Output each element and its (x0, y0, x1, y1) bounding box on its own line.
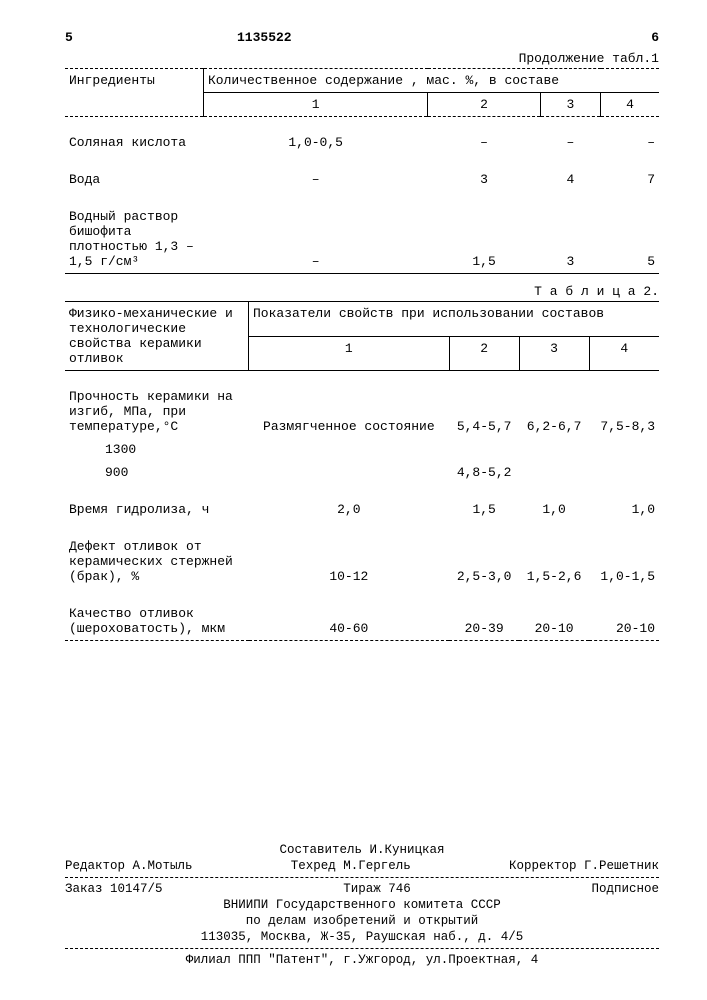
t2-r2-v3 (589, 461, 659, 484)
t2-header-props: Физико-механические и технологические св… (65, 302, 249, 371)
t2-r3-v1: 1,5 (449, 498, 519, 521)
table-2: Физико-механические и технологические св… (65, 301, 659, 643)
t1-r0-v0: 1,0-0,5 (204, 131, 428, 154)
table-1: Ингредиенты Количественное содержание , … (65, 68, 659, 276)
table-row: Время гидролиза, ч 2,0 1,5 1,0 1,0 (65, 498, 659, 521)
t2-r4-v3: 1,0-1,5 (589, 535, 659, 588)
t2-r0-v2: 6,2-6,7 (519, 385, 589, 438)
t2-r0-v3: 7,5-8,3 (589, 385, 659, 438)
t2-r0-v1: 5,4-5,7 (449, 385, 519, 438)
t2-r5-v2: 20-10 (519, 602, 589, 641)
t2-r2-v2 (519, 461, 589, 484)
org1: ВНИИПИ Государственного комитета СССР (65, 898, 659, 912)
techred: Техред М.Гергель (291, 859, 411, 873)
tirazh: Тираж 746 (343, 882, 411, 896)
table-row: Соляная кислота 1,0-0,5 – – – (65, 131, 659, 154)
t1-header-span: Количественное содержание , мас. %, в со… (204, 69, 660, 93)
org2: по делам изобретений и открытий (65, 914, 659, 928)
t2-sub-3: 3 (519, 336, 589, 371)
t1-r0-label: Соляная кислота (65, 131, 204, 154)
addr: 113035, Москва, Ж-35, Раушская наб., д. … (65, 930, 659, 944)
page-num-right: 6 (599, 30, 659, 45)
table-row: Дефект отливок от керамических стержней … (65, 535, 659, 588)
t1-sub-4: 4 (601, 93, 659, 117)
doc-number: 1135522 (187, 30, 599, 45)
t2-r2-label: 900 (65, 461, 249, 484)
t1-sub-3: 3 (540, 93, 600, 117)
t2-sub-2: 2 (449, 336, 519, 371)
t1-r0-v2: – (540, 131, 600, 154)
table-row: Вода – 3 4 7 (65, 168, 659, 191)
t2-r3-label: Время гидролиза, ч (65, 498, 249, 521)
t1-r2-v1: 1,5 (428, 205, 541, 274)
table-row: Качество отливок (шероховатость), мкм 40… (65, 602, 659, 641)
t2-r2-v0 (249, 461, 450, 484)
t2-r0-v0: Размягченное состояние (249, 385, 450, 438)
order: Заказ 10147/5 (65, 882, 163, 896)
t2-r3-v2: 1,0 (519, 498, 589, 521)
t2-r1-label: 1300 (65, 438, 249, 461)
t2-r0-label: Прочность керамики на изгиб, МПа, при те… (65, 385, 249, 438)
table-row: 1300 (65, 438, 659, 461)
t1-sub-2: 2 (428, 93, 541, 117)
t2-r5-label: Качество отливок (шероховатость), мкм (65, 602, 249, 641)
compiler: Составитель И.Куницкая (65, 843, 659, 857)
t1-r2-v3: 5 (601, 205, 659, 274)
t2-sub-1: 1 (249, 336, 450, 371)
t1-r1-v2: 4 (540, 168, 600, 191)
branch: Филиал ППП "Патент", г.Ужгород, ул.Проек… (65, 953, 659, 967)
t1-r0-v1: – (428, 131, 541, 154)
table-row: 900 4,8-5,2 (65, 461, 659, 484)
footer-block: Составитель И.Куницкая Редактор А.Мотыль… (65, 843, 659, 967)
t2-r4-v2: 1,5-2,6 (519, 535, 589, 588)
t1-r1-v3: 7 (601, 168, 659, 191)
editor: Редактор А.Мотыль (65, 859, 193, 873)
t2-r3-v3: 1,0 (589, 498, 659, 521)
t2-r4-v0: 10-12 (249, 535, 450, 588)
t1-header-ingredients: Ингредиенты (65, 69, 204, 117)
t1-r1-label: Вода (65, 168, 204, 191)
corrector: Корректор Г.Решетник (509, 859, 659, 873)
continuation-caption: Продолжение табл.1 (65, 51, 659, 66)
t1-r2-v2: 3 (540, 205, 600, 274)
t1-r0-v3: – (601, 131, 659, 154)
t1-r2-v0: – (204, 205, 428, 274)
t2-r3-v0: 2,0 (249, 498, 450, 521)
t1-r1-v1: 3 (428, 168, 541, 191)
t2-r2-v1: 4,8-5,2 (449, 461, 519, 484)
t2-sub-4: 4 (589, 336, 659, 371)
t2-header-span: Показатели свойств при использовании сос… (249, 302, 660, 337)
page-num-left: 5 (65, 30, 187, 45)
t2-r5-v0: 40-60 (249, 602, 450, 641)
t2-r5-v1: 20-39 (449, 602, 519, 641)
t2-r4-label: Дефект отливок от керамических стержней … (65, 535, 249, 588)
table-row: Прочность керамики на изгиб, МПа, при те… (65, 385, 659, 438)
t2-r4-v1: 2,5-3,0 (449, 535, 519, 588)
table2-caption: Т а б л и ц а 2. (65, 284, 659, 299)
podpis: Подписное (591, 882, 659, 896)
t1-r2-label: Водный раствор бишофита плотностью 1,3 –… (65, 205, 204, 274)
t2-r5-v3: 20-10 (589, 602, 659, 641)
t1-r1-v0: – (204, 168, 428, 191)
table-row: Водный раствор бишофита плотностью 1,3 –… (65, 205, 659, 274)
page-numbers: 5 1135522 6 (65, 30, 659, 45)
t1-sub-1: 1 (204, 93, 428, 117)
